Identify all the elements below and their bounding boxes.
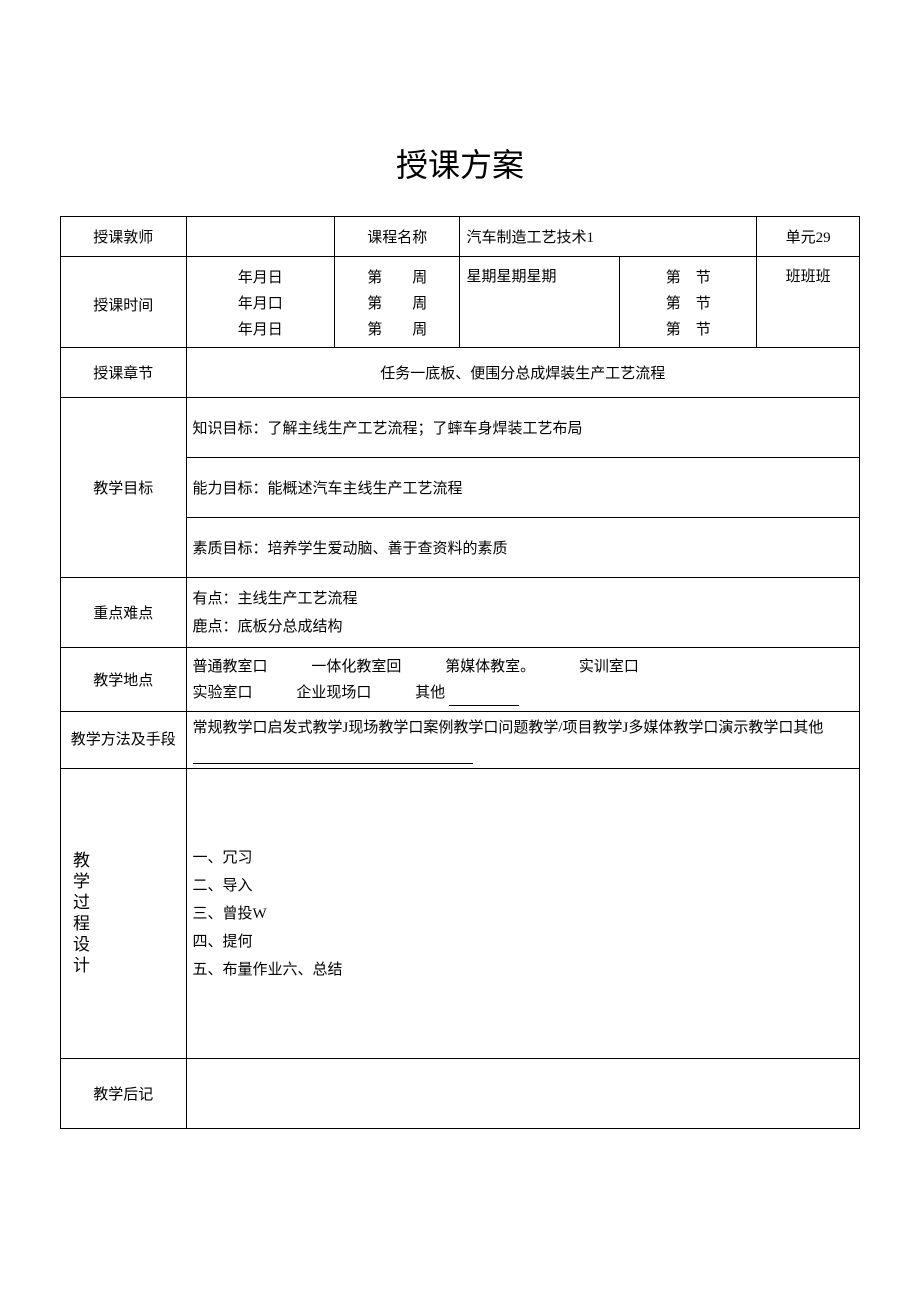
unit-label: 单元29 [757,217,860,257]
course-name-value: 汽车制造工艺技术1 [460,217,757,257]
loc-enterprise: 企业现场口 [296,680,371,706]
period-2: 第 节 [626,291,750,317]
teacher-value [186,217,334,257]
keypoint-label: 重点难点 [61,578,187,648]
postscript-label: 教学后记 [61,1059,187,1129]
time-periods: 第 节 第 节 第 节 [620,257,757,348]
process-4: 四、提何 [193,928,853,956]
loc-other-label: 其他 [415,685,445,701]
goal-knowledge-row: 教学目标 知识目标：了解主线生产工艺流程；了蟀车身焊装工艺布局 [61,398,860,458]
time-row: 授课时间 年月日 年月口 年月日 第 周 第 周 第 周 星期星期星期 第 节 … [61,257,860,348]
process-3: 三、曾投W [193,900,853,928]
method-label: 教学方法及手段 [61,712,187,769]
teacher-row: 授课敦师 课程名称 汽车制造工艺技术1 单元29 [61,217,860,257]
chapter-row: 授课章节 任务一底板、便围分总成焊装生产工艺流程 [61,348,860,398]
loc-media: 第媒体教室。 [445,654,535,680]
keypoint-difficult: 鹿点：底板分总成结构 [193,613,853,641]
process-value: 一、冗习 二、导入 三、曾投W 四、提何 五、布量作业六、总结 [186,769,859,1059]
week-1: 第 周 [341,265,454,291]
date-2: 年月口 [193,291,328,317]
location-label: 教学地点 [61,648,187,712]
process-1: 一、冗习 [193,844,853,872]
week-3: 第 周 [341,317,454,343]
method-value: 常规教学口启发式教学J现场教学口案例教学口问题教学/项目教学J多媒体教学口演示教… [186,712,859,769]
teacher-label: 授课敦师 [61,217,187,257]
time-classes: 班班班 [757,257,860,348]
goal-knowledge: 知识目标：了解主线生产工艺流程；了蟀车身焊装工艺布局 [186,398,859,458]
keypoint-row: 重点难点 有点：主线生产工艺流程 鹿点：底板分总成结构 [61,578,860,648]
loc-training: 实训室口 [579,654,639,680]
postscript-value [186,1059,859,1129]
goal-quality: 素质目标：培养学生爱动脑、善于查资料的素质 [186,518,859,578]
goal-ability: 能力目标：能概述汽车主线生产工艺流程 [186,458,859,518]
process-label: 教学过程设计 [67,851,92,977]
chapter-label: 授课章节 [61,348,187,398]
goal-label: 教学目标 [61,398,187,578]
course-name-label: 课程名称 [334,217,460,257]
postscript-row: 教学后记 [61,1059,860,1129]
process-row: 教学过程设计 一、冗习 二、导入 三、曾投W 四、提何 五、布量作业六、总结 [61,769,860,1059]
loc-integrated: 一体化教室回 [311,654,401,680]
chapter-value: 任务一底板、便围分总成焊装生产工艺流程 [186,348,859,398]
process-2: 二、导入 [193,872,853,900]
location-row: 教学地点 普通教室口 一体化教室回 第媒体教室。 实训室口 实验室口 企业现场口… [61,648,860,712]
keypoint-value: 有点：主线生产工艺流程 鹿点：底板分总成结构 [186,578,859,648]
period-3: 第 节 [626,317,750,343]
time-dates: 年月日 年月口 年月日 [186,257,334,348]
page-title: 授课方案 [60,140,860,186]
period-1: 第 节 [626,265,750,291]
method-other-line [193,746,473,764]
week-2: 第 周 [341,291,454,317]
method-text: 常规教学口启发式教学J现场教学口案例教学口问题教学/项目教学J多媒体教学口演示教… [193,720,824,736]
loc-other-line [449,688,519,706]
date-1: 年月日 [193,265,328,291]
process-label-cell: 教学过程设计 [61,769,187,1059]
location-value: 普通教室口 一体化教室回 第媒体教室。 实训室口 实验室口 企业现场口 其他 [186,648,859,712]
keypoint-key: 有点：主线生产工艺流程 [193,585,853,613]
loc-lab: 实验室口 [193,680,253,706]
method-row: 教学方法及手段 常规教学口启发式教学J现场教学口案例教学口问题教学/项目教学J多… [61,712,860,769]
lesson-plan-table: 授课敦师 课程名称 汽车制造工艺技术1 单元29 授课时间 年月日 年月口 年月… [60,216,860,1129]
time-weeks: 第 周 第 周 第 周 [334,257,460,348]
time-label: 授课时间 [61,257,187,348]
time-weekday: 星期星期星期 [460,257,620,348]
process-5: 五、布量作业六、总结 [193,956,853,984]
date-3: 年月日 [193,317,328,343]
loc-normal: 普通教室口 [193,654,268,680]
